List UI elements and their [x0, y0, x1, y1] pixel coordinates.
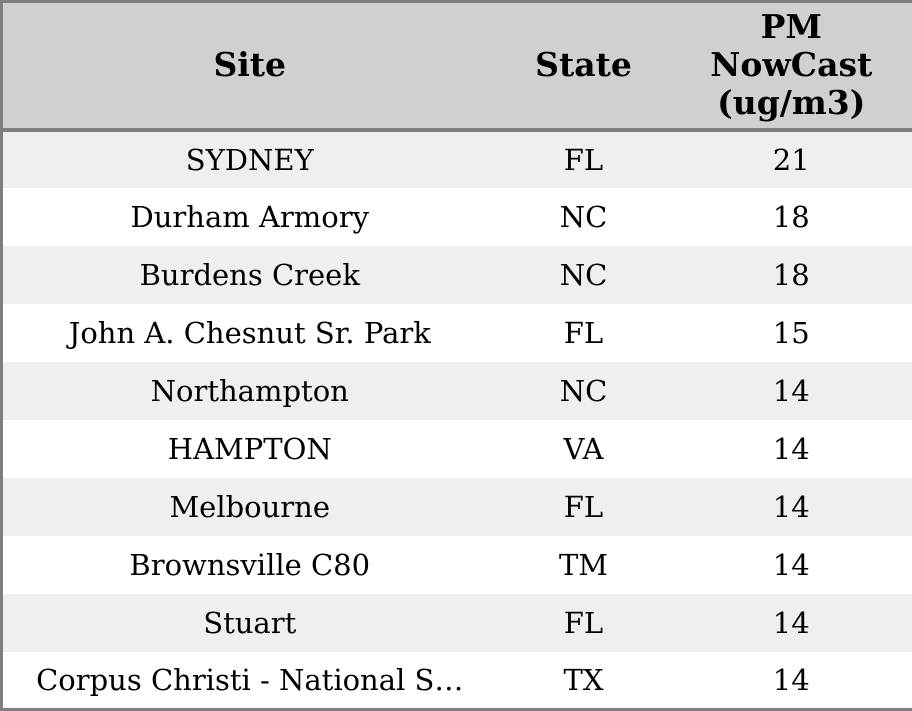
pm-value-cell: 14	[670, 593, 912, 652]
pm-value-cell: 14	[670, 419, 912, 478]
column-header-pm-nowcast: PM NowCast (ug/m3)	[670, 1, 912, 132]
site-cell: Stuart	[1, 593, 497, 652]
pm-value-cell: 18	[670, 187, 912, 246]
table-row: John A. Chesnut Sr. Park FL 15	[1, 303, 912, 362]
pm-value-cell: 14	[670, 477, 912, 536]
site-cell: Melbourne	[1, 477, 497, 536]
site-cell: John A. Chesnut Sr. Park	[1, 303, 497, 362]
table-row: Melbourne FL 14	[1, 477, 912, 536]
state-cell: NC	[496, 187, 671, 246]
state-cell: TM	[496, 535, 671, 594]
pm-value-cell: 14	[670, 651, 912, 710]
state-cell: NC	[496, 361, 671, 420]
site-cell: Northampton	[1, 361, 497, 420]
pm-value-cell: 14	[670, 535, 912, 594]
table-row: Northampton NC 14	[1, 361, 912, 420]
site-cell: Brownsville C80	[1, 535, 497, 594]
table-row: Durham Armory NC 18	[1, 187, 912, 246]
table-row: HAMPTON VA 14	[1, 419, 912, 478]
table-row: SYDNEY FL 21	[1, 129, 912, 188]
table-row: Brownsville C80 TM 14	[1, 535, 912, 594]
site-cell: Burdens Creek	[1, 245, 497, 304]
state-cell: FL	[496, 477, 671, 536]
state-cell: TX	[496, 651, 671, 710]
state-cell: FL	[496, 593, 671, 652]
site-cell: Corpus Christi - National S…	[1, 651, 497, 710]
table-row: Stuart FL 14	[1, 593, 912, 652]
state-cell: VA	[496, 419, 671, 478]
site-cell: HAMPTON	[1, 419, 497, 478]
column-header-site: Site	[1, 1, 497, 132]
pm-value-cell: 14	[670, 361, 912, 420]
site-cell: Durham Armory	[1, 187, 497, 246]
pm-value-cell: 15	[670, 303, 912, 362]
pm-value-cell: 18	[670, 245, 912, 304]
table-row: Burdens Creek NC 18	[1, 245, 912, 304]
state-cell: NC	[496, 245, 671, 304]
state-cell: FL	[496, 303, 671, 362]
column-header-state: State	[496, 1, 671, 132]
site-cell: SYDNEY	[1, 129, 497, 188]
table-row: Corpus Christi - National S… TX 14	[1, 651, 912, 710]
state-cell: FL	[496, 129, 671, 188]
pm-value-cell: 21	[670, 129, 912, 188]
header-row: Site State PM NowCast (ug/m3)	[1, 1, 912, 132]
